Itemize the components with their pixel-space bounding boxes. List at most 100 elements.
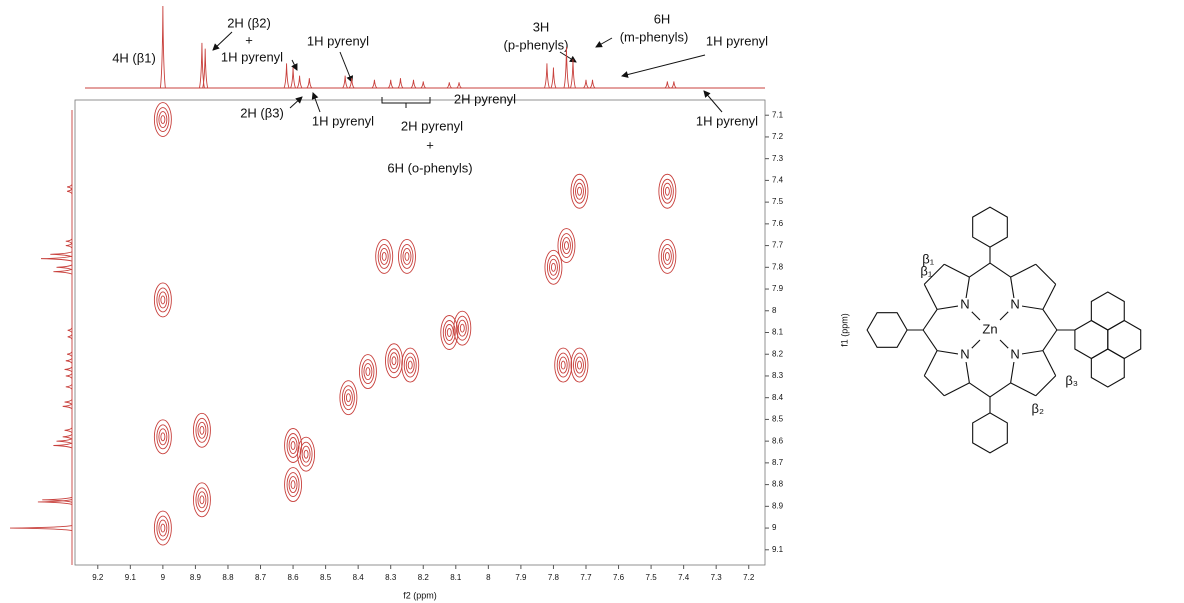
top-peak [446, 82, 453, 89]
contour-level [363, 363, 373, 381]
top-peak [159, 5, 166, 89]
metal-label: Zn [982, 321, 997, 336]
label-bg [1008, 297, 1023, 312]
annotation-arrows [212, 31, 723, 113]
x-tick-label: 8.9 [190, 573, 202, 582]
contour-level [379, 247, 389, 265]
left-peak [62, 403, 73, 410]
contour-level [199, 495, 205, 505]
contour-level [407, 360, 413, 370]
left-peak [62, 433, 73, 440]
left-peak [64, 366, 73, 373]
annotation: 2H pyrenyl [401, 118, 463, 133]
contour-level [558, 356, 568, 374]
top-peak [563, 46, 570, 89]
pyrene-ring [1090, 348, 1125, 388]
contour-level [402, 247, 412, 265]
top-peak [397, 78, 404, 89]
bond [989, 382, 1011, 398]
contour-level [554, 347, 573, 383]
y-axis-label: f1 (ppm) [839, 313, 849, 347]
contour-level [570, 347, 589, 383]
contour-level [153, 510, 172, 546]
annotation: 1H pyrenyl [221, 49, 283, 64]
top-peak [589, 79, 596, 89]
y-tick-label: 8.7 [772, 458, 784, 467]
contour-level [345, 393, 351, 403]
contour-level [160, 295, 166, 305]
cross-peak [153, 510, 172, 546]
top-peak [544, 63, 550, 89]
cross-peak [153, 419, 172, 455]
contour-level [556, 352, 570, 378]
bond [943, 263, 970, 278]
contour-level [560, 360, 566, 370]
top-peak [420, 81, 427, 89]
contour-level [387, 348, 401, 374]
contour-level [153, 419, 172, 455]
label-bg [983, 323, 997, 337]
y-tick-label: 8 [772, 306, 777, 315]
left-peak [56, 438, 73, 445]
contour-level [544, 249, 563, 285]
contour-level [339, 380, 358, 416]
nitrogen-label: N [960, 346, 969, 361]
annotation: 1H pyrenyl [696, 113, 758, 128]
contour-level [197, 491, 207, 509]
contour-level [455, 315, 469, 341]
x-tick-label: 8.4 [353, 573, 365, 582]
contour-level [575, 182, 584, 200]
y-tick-label: 8.4 [772, 393, 784, 402]
label-bg [957, 297, 972, 312]
contour-level [664, 186, 670, 196]
contour-level [444, 324, 454, 341]
cross-peak [658, 173, 677, 209]
contour-level [557, 228, 576, 264]
x-tick-label: 7.4 [678, 573, 690, 582]
contour-level [385, 343, 403, 379]
contour-level [658, 238, 677, 274]
beta-label: β₃ [1065, 373, 1078, 388]
left-peak [66, 184, 73, 190]
x-tick-label: 8.2 [418, 573, 430, 582]
annotation: 3H [533, 19, 550, 34]
contour-level [290, 480, 296, 490]
left-peak [37, 499, 73, 505]
x-tick-label: 8.5 [320, 573, 332, 582]
top-peak [290, 67, 296, 89]
contour-level [158, 111, 168, 129]
contour-level [358, 354, 377, 390]
y-tick-label: 9 [772, 523, 777, 532]
annotation: 2H (β3) [240, 105, 284, 120]
bond [943, 382, 970, 397]
contour-level [192, 412, 211, 448]
bond [1042, 309, 1058, 331]
cross-peak [153, 282, 172, 318]
contour-level [286, 472, 300, 498]
annotation: 1H pyrenyl [706, 33, 768, 48]
contour-level [398, 238, 416, 274]
annotation: 1H pyrenyl [312, 113, 374, 128]
top-peak [550, 67, 557, 89]
contour-level [195, 417, 209, 443]
top-peak [306, 78, 313, 89]
y-tick-label: 8.8 [772, 480, 784, 489]
cross-peak [554, 347, 573, 383]
left-peak [67, 327, 73, 334]
contour-level [160, 523, 166, 533]
x-axis-label: f2 (ppm) [403, 590, 437, 600]
y-tick-label: 7.6 [772, 219, 784, 228]
contour-level [660, 178, 674, 204]
top-peak [583, 79, 589, 89]
cross-peak [401, 347, 420, 383]
pyrene-ring [1074, 319, 1109, 360]
label-bg [1008, 348, 1023, 363]
contour-level [389, 352, 399, 370]
x-tick-label: 8.3 [385, 573, 397, 582]
contour-level [303, 449, 309, 459]
label-bg [957, 348, 972, 363]
contour-level [577, 360, 582, 370]
x-tick-label: 7.2 [743, 573, 755, 582]
contour-level [562, 237, 571, 255]
